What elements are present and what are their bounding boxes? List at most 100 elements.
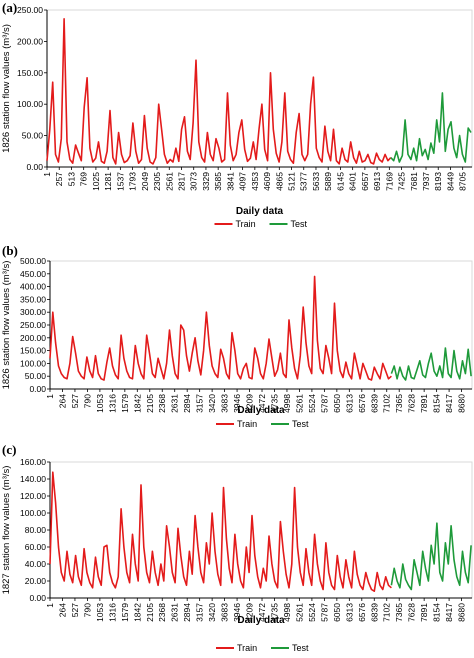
x-tick-label: 6657 xyxy=(360,172,370,191)
y-tick-label: 0.00 xyxy=(29,384,46,394)
x-tick-label: 4209 xyxy=(245,394,255,413)
x-tick-label: 8705 xyxy=(458,172,468,191)
legend-label-train: Train xyxy=(237,419,257,429)
x-tick-label: 1 xyxy=(42,172,52,177)
y-tick-label: 100.00 xyxy=(17,99,43,109)
series-line-train xyxy=(46,17,392,165)
chart-panel-c: 0.00 20.00 40.00 60.00 80.00 100.00 120.00 140.… xyxy=(0,438,474,658)
x-tick-label: 264 xyxy=(57,394,67,408)
x-axis-label: Daily data xyxy=(237,405,285,416)
x-tick-label: 1579 xyxy=(120,603,130,622)
x-tick-label: 5524 xyxy=(307,603,317,622)
x-tick-label: 6313 xyxy=(344,394,354,413)
y-tick-label: 250.00 xyxy=(17,5,43,15)
y-tick-label: 100.00 xyxy=(20,508,46,518)
x-axis-label: Daily data xyxy=(236,206,284,217)
y-axis-label: 1827 station flow values (m³/s) xyxy=(1,466,12,595)
chart-a-svg: 0.00 50.00 100.00 150.00 200.00 250.00 1 257 513… xyxy=(1,5,473,229)
x-tick-label: 4735 xyxy=(269,394,279,413)
y-tick-label: 20.00 xyxy=(25,576,47,586)
x-tick-label: 2894 xyxy=(182,394,192,413)
series-line-test xyxy=(390,92,472,163)
plot-area xyxy=(49,260,473,390)
x-tick-label: 2631 xyxy=(170,603,180,622)
series-line-train xyxy=(49,275,392,381)
y-tick-label: 250.00 xyxy=(20,320,46,330)
x-tick-label: 8449 xyxy=(445,172,455,191)
x-tick-label: 7365 xyxy=(394,603,404,622)
x-tick-label: 8417 xyxy=(444,603,454,622)
x-tick-label: 4735 xyxy=(269,603,279,622)
x-tick-label: 3329 xyxy=(201,172,211,191)
x-tick-label: 7937 xyxy=(421,172,431,191)
legend-label-train: Train xyxy=(236,219,256,229)
legend-label-train: Train xyxy=(237,643,257,653)
y-axis-label: 1826 station flow values (m³/s) xyxy=(1,261,12,390)
y-tick-label: 50.00 xyxy=(22,131,44,141)
x-tick-label: 4097 xyxy=(238,172,248,191)
series-line-test xyxy=(390,522,472,591)
x-tick-label: 527 xyxy=(70,603,80,617)
x-tick-label: 5377 xyxy=(299,172,309,191)
x-tick-label: 1842 xyxy=(132,394,142,413)
x-tick-label: 6401 xyxy=(348,172,358,191)
x-tick-label: 3946 xyxy=(232,603,242,622)
y-tick-label: 300.00 xyxy=(20,307,46,317)
x-tick-label: 1316 xyxy=(107,394,117,413)
x-tick-label: 5261 xyxy=(294,603,304,622)
x-tick-label: 4998 xyxy=(282,394,292,413)
x-tick-label: 7102 xyxy=(382,603,392,622)
x-tick-label: 5121 xyxy=(287,172,297,191)
x-tick-label: 3683 xyxy=(220,394,230,413)
legend-label-test: Test xyxy=(292,419,309,429)
x-tick-label: 5889 xyxy=(323,172,333,191)
x-tick-label: 2105 xyxy=(145,603,155,622)
y-tick-label: 200.00 xyxy=(17,36,43,46)
y-tick-label: 150.00 xyxy=(20,346,46,356)
panel-label-a: (a) xyxy=(2,0,18,15)
x-tick-label: 3420 xyxy=(207,394,217,413)
x-tick-label: 2894 xyxy=(182,603,192,622)
y-tick-label: 200.00 xyxy=(20,333,46,343)
x-tick-label: 5633 xyxy=(311,172,321,191)
x-tick-label: 7891 xyxy=(419,603,429,622)
y-tick-label: 500.00 xyxy=(20,256,46,266)
x-tick-label: 8680 xyxy=(457,603,467,622)
x-tick-label: 1579 xyxy=(120,394,130,413)
x-tick-label: 2631 xyxy=(170,394,180,413)
x-tick-label: 264 xyxy=(57,603,67,617)
x-tick-label: 8154 xyxy=(432,603,442,622)
x-tick-label: 6313 xyxy=(344,603,354,622)
x-tick-label: 7169 xyxy=(384,172,394,191)
x-tick-label: 2368 xyxy=(157,394,167,413)
plot-area xyxy=(49,461,473,599)
x-tick-label: 3585 xyxy=(213,172,223,191)
x-tick-label: 6576 xyxy=(357,603,367,622)
x-tick-label: 527 xyxy=(70,394,80,408)
x-tick-label: 7628 xyxy=(407,603,417,622)
chart-panel-a: 0.00 50.00 100.00 150.00 200.00 250.00 1 257 513… xyxy=(0,0,474,233)
y-tick-label: 0.00 xyxy=(26,162,43,172)
x-tick-label: 8417 xyxy=(444,394,454,413)
x-tick-label: 4472 xyxy=(257,394,267,413)
x-tick-label: 1281 xyxy=(103,172,113,191)
x-tick-label: 7365 xyxy=(394,394,404,413)
x-tick-label: 1053 xyxy=(95,394,105,413)
y-axis-label: 1826 station flow values (m³/s) xyxy=(1,24,12,153)
x-tick-label: 2305 xyxy=(152,172,162,191)
x-tick-label: 4472 xyxy=(257,603,267,622)
x-tick-label: 2049 xyxy=(140,172,150,191)
legend-label-test: Test xyxy=(291,219,308,229)
x-tick-label: 3157 xyxy=(195,394,205,413)
x-tick-label: 7425 xyxy=(397,172,407,191)
y-tick-label: 120.00 xyxy=(20,491,46,501)
y-tick-label: 40.00 xyxy=(25,559,47,569)
x-tick-label: 1053 xyxy=(95,603,105,622)
x-tick-label: 513 xyxy=(66,172,76,186)
x-tick-label: 7681 xyxy=(409,172,419,191)
y-tick-label: 100.00 xyxy=(20,358,46,368)
y-tick-label: 160.00 xyxy=(20,457,46,467)
x-tick-label: 1 xyxy=(45,394,55,399)
x-tick-label: 2368 xyxy=(157,603,167,622)
x-tick-label: 2105 xyxy=(145,394,155,413)
